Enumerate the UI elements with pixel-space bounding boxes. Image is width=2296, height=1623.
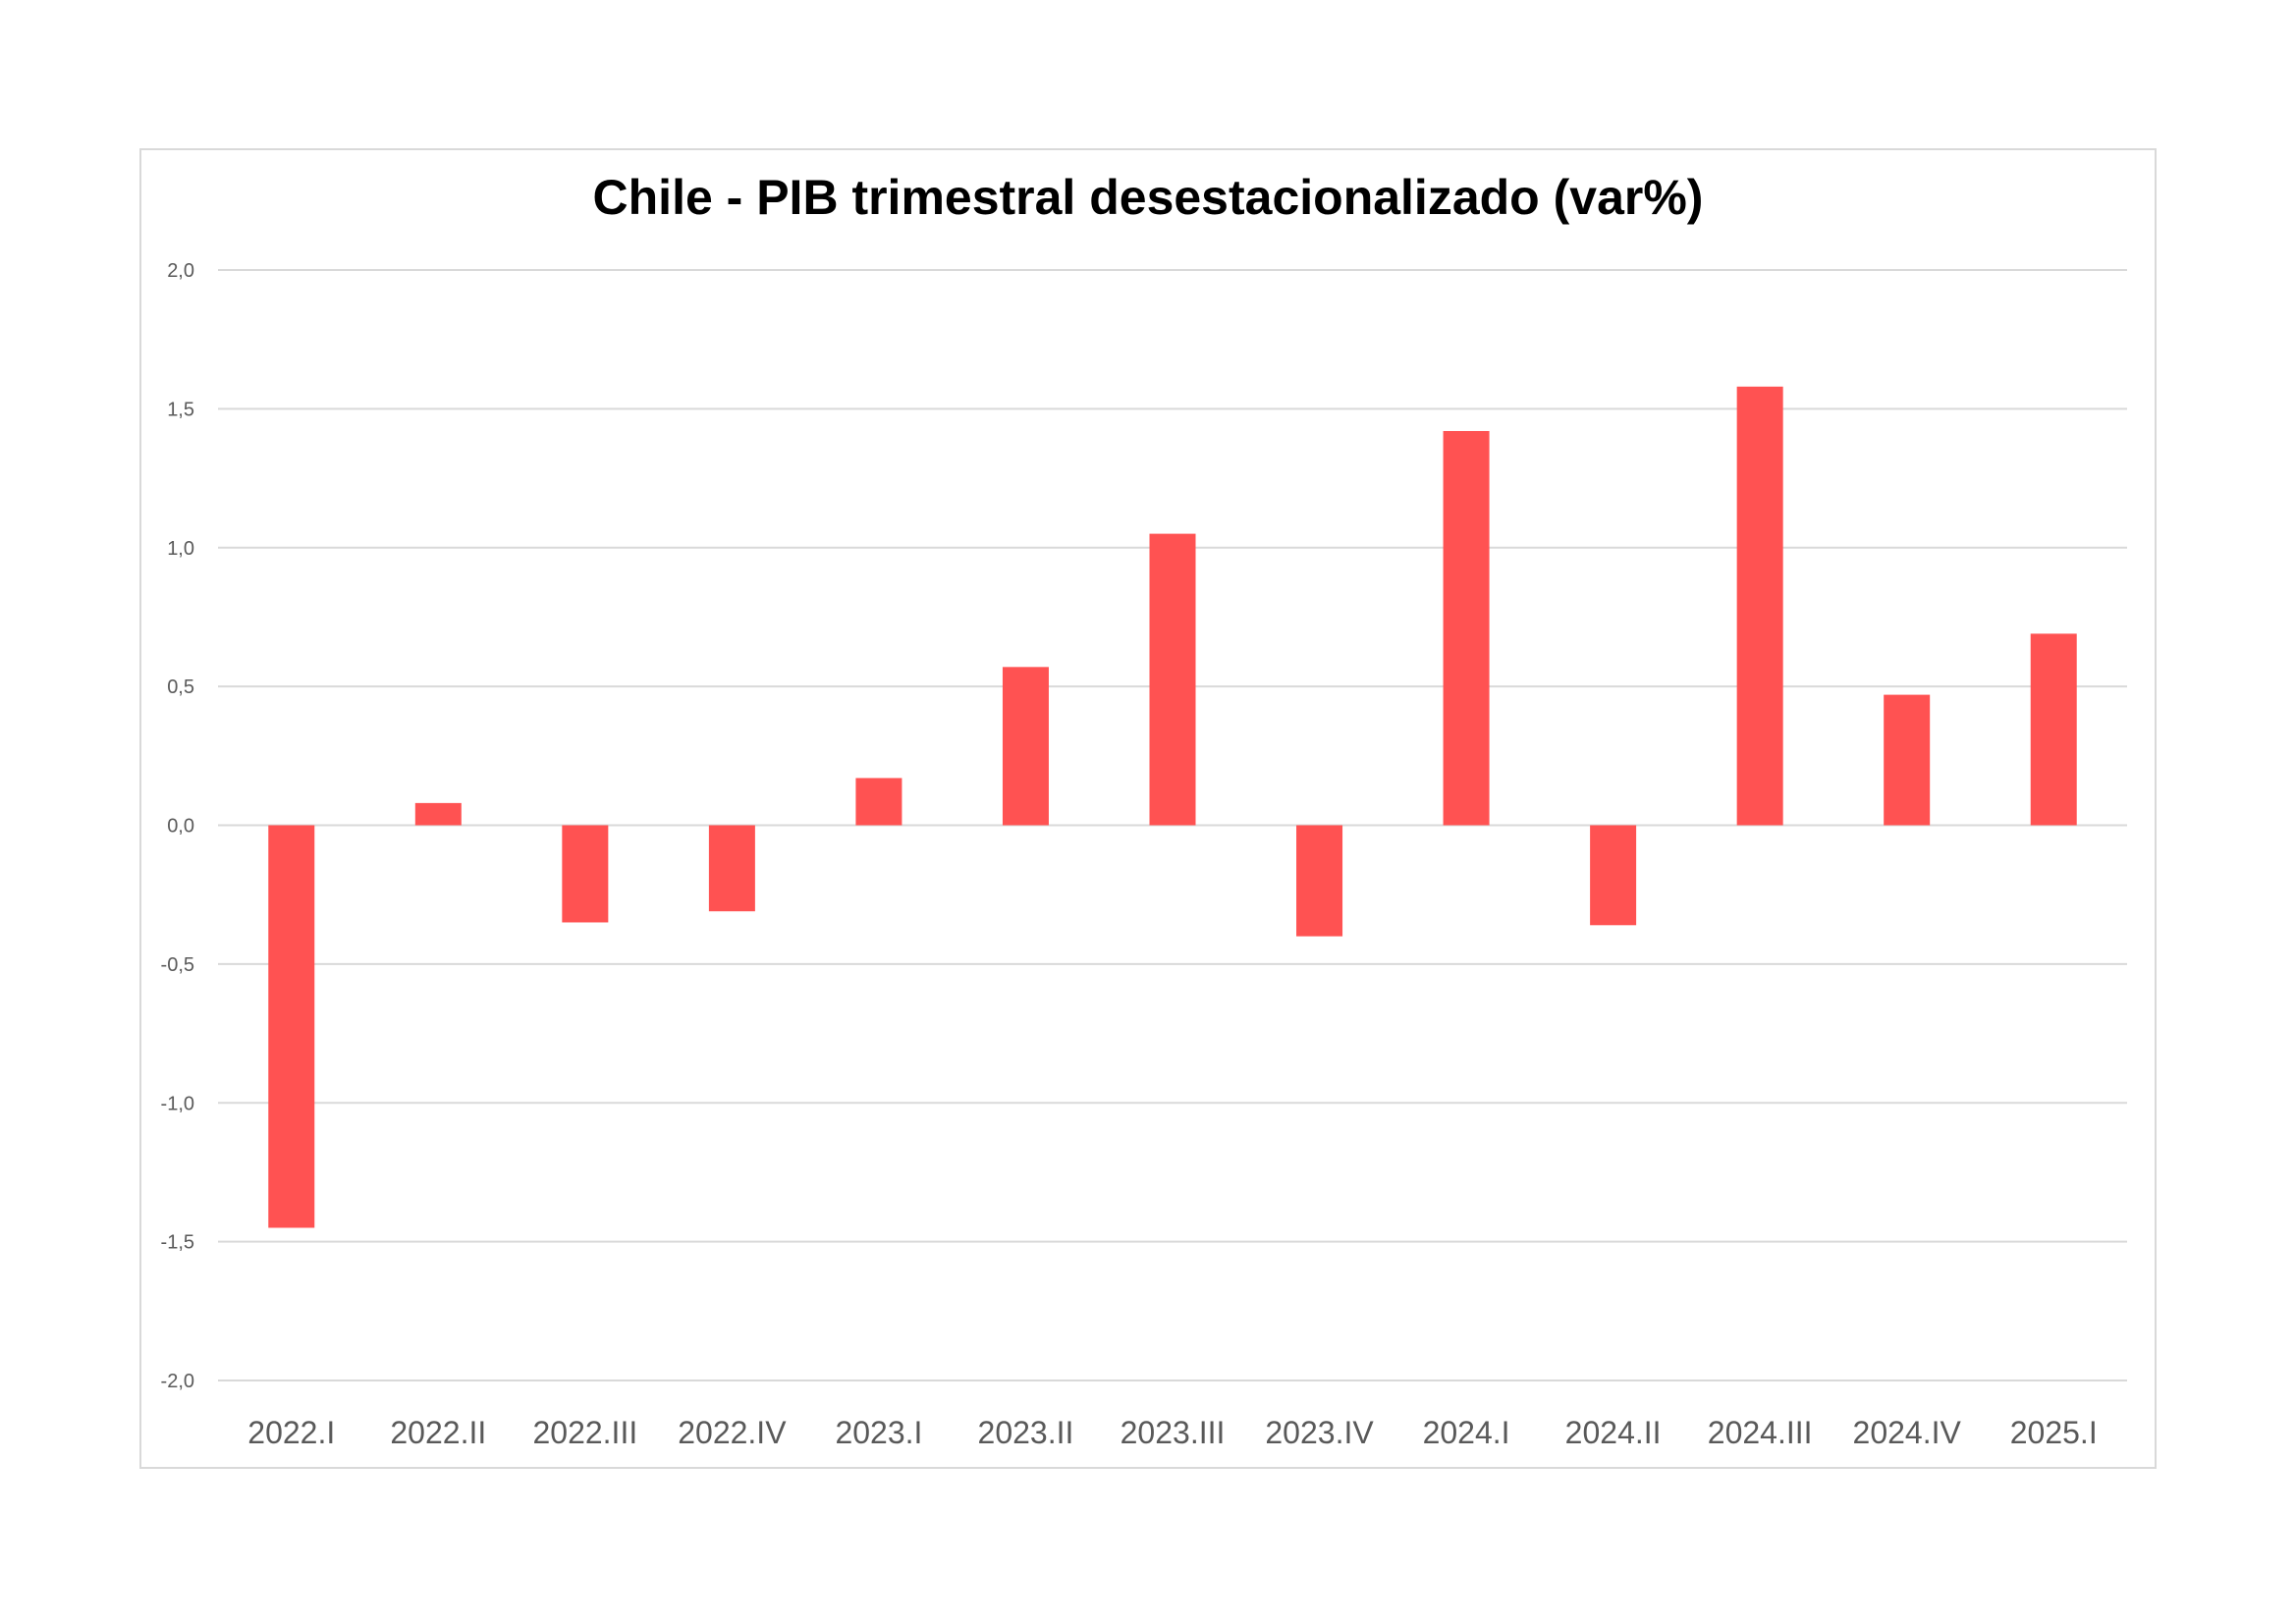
x-tick-label: 2022.IV [678, 1415, 787, 1450]
y-axis-ticks: 2,0 1,5 1,0 0,5 0,0 -0,5 -1,0 -1,5 -2,0 [161, 260, 194, 1392]
y-tick-label: 0,0 [167, 816, 194, 838]
x-tick-label: 2024.IV [1853, 1415, 1962, 1450]
bar-2022.IV [708, 825, 755, 912]
x-tick-label: 2025.I [2010, 1415, 2098, 1450]
x-tick-label: 2022.III [532, 1415, 637, 1450]
bar-2025.I [2030, 633, 2077, 826]
x-tick-label: 2023.II [978, 1415, 1074, 1450]
bar-2023.IV [1296, 825, 1343, 937]
y-tick-label: 1,0 [167, 538, 194, 560]
chart-frame [139, 148, 2157, 1469]
bar-2022.II [414, 802, 462, 826]
bar-2024.I [1443, 430, 1490, 826]
y-tick-label: -0,5 [161, 954, 194, 976]
chart-title: Chile - PIB trimestral desestacionalizad… [592, 170, 1704, 225]
x-tick-label: 2023.III [1121, 1415, 1226, 1450]
x-tick-label: 2022.II [390, 1415, 486, 1450]
bar-2023.II [1002, 667, 1049, 826]
y-tick-label: 1,5 [167, 399, 194, 420]
x-tick-label: 2024.III [1708, 1415, 1813, 1450]
bar-2024.IV [1884, 694, 1931, 826]
bar-2023.I [855, 778, 902, 826]
bar-2023.III [1149, 533, 1196, 826]
y-tick-label: -1,0 [161, 1093, 194, 1114]
y-tick-label: 2,0 [167, 260, 194, 282]
y-tick-label: -1,5 [161, 1232, 194, 1254]
bar-2022.III [562, 825, 609, 923]
bars [268, 386, 2077, 1228]
x-tick-label: 2024.I [1423, 1415, 1510, 1450]
y-tick-label: -2,0 [161, 1371, 194, 1392]
bar-2024.II [1590, 825, 1637, 926]
bar-2024.III [1736, 386, 1783, 826]
x-axis-ticks: 2022.I 2022.II 2022.III 2022.IV 2023.I 2023.I… [247, 1415, 2097, 1450]
x-tick-label: 2022.I [247, 1415, 335, 1450]
x-tick-label: 2024.II [1565, 1415, 1662, 1450]
y-tick-label: 0,5 [167, 676, 194, 698]
x-tick-label: 2023.I [835, 1415, 922, 1450]
x-tick-label: 2023.IV [1265, 1415, 1374, 1450]
bar-2022.I [268, 825, 315, 1228]
